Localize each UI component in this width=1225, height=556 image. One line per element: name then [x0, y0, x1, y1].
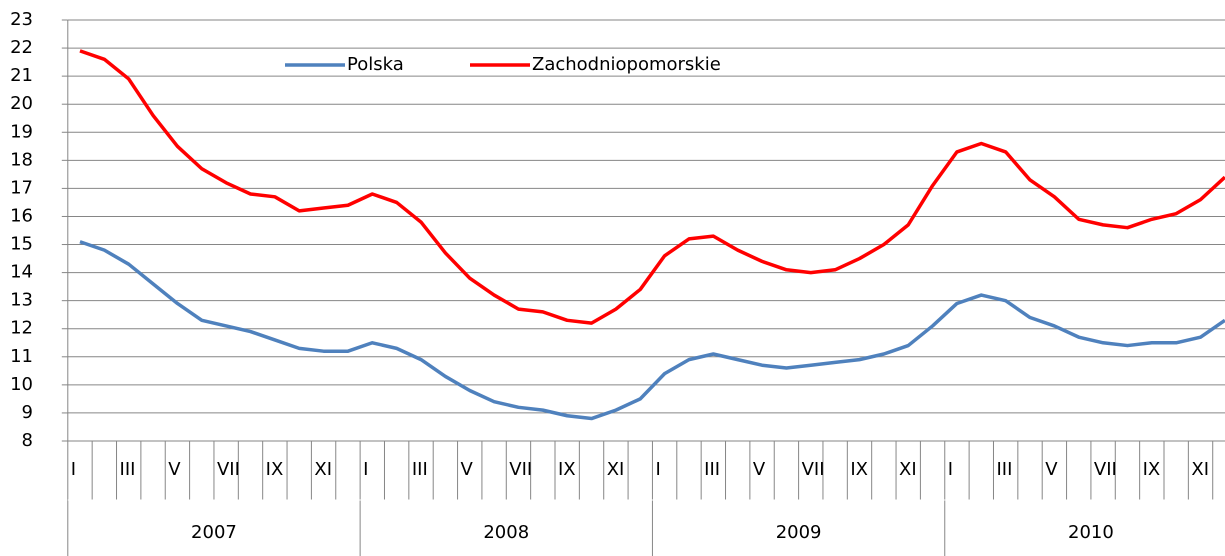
series-line: [79, 49, 1225, 325]
x-tick-label: VII: [1094, 459, 1117, 480]
y-tick-label: 19: [10, 121, 33, 142]
x-tick-label: VII: [217, 459, 240, 480]
y-tick-label: 10: [10, 374, 33, 395]
group-label: 2010: [1068, 522, 1114, 543]
group-label: 2007: [191, 522, 237, 543]
x-tick-label: XI: [607, 459, 625, 480]
x-tick-label: I: [71, 459, 76, 480]
series-line: [79, 240, 1225, 421]
x-tick-label: III: [996, 459, 1012, 480]
legend-label: Polska: [347, 54, 404, 75]
y-tick-label: 12: [10, 318, 33, 339]
y-tick-label: 17: [10, 177, 33, 198]
x-tick-label: III: [412, 459, 428, 480]
y-tick-label: 20: [10, 93, 33, 114]
x-tick-label: V: [168, 459, 181, 480]
x-tick-label: I: [948, 459, 953, 480]
x-tick-label: I: [655, 459, 660, 480]
x-tick-label: V: [461, 459, 474, 480]
x-tick-label: IX: [266, 459, 284, 480]
x-tick-label: III: [120, 459, 136, 480]
x-tick-label: IX: [850, 459, 868, 480]
x-tick-label: IX: [558, 459, 576, 480]
x-tick-label: III: [704, 459, 720, 480]
y-tick-label: 14: [10, 262, 33, 283]
x-tick-label: I: [363, 459, 368, 480]
x-tick-label: XI: [1191, 459, 1209, 480]
x-tick-label: XI: [314, 459, 332, 480]
x-tick-label: V: [1045, 459, 1058, 480]
y-tick-label: 15: [10, 234, 33, 255]
x-tick-label: V: [753, 459, 766, 480]
x-tick-label: VII: [509, 459, 532, 480]
y-tick-label: 8: [22, 430, 33, 451]
x-tick-label: XI: [899, 459, 917, 480]
y-tick-label: 13: [10, 290, 33, 311]
y-tick-label: 9: [22, 402, 33, 423]
y-tick-label: 21: [10, 65, 33, 86]
group-label: 2009: [776, 522, 822, 543]
legend-label: Zachodniopomorskie: [532, 54, 721, 75]
y-tick-label: 11: [10, 346, 33, 367]
x-tick-label: IX: [1143, 459, 1161, 480]
y-tick-label: 23: [10, 9, 33, 30]
x-tick-label: VII: [802, 459, 825, 480]
group-label: 2008: [483, 522, 529, 543]
y-tick-label: 22: [10, 37, 33, 58]
y-tick-label: 16: [10, 205, 33, 226]
y-tick-label: 18: [10, 149, 33, 170]
